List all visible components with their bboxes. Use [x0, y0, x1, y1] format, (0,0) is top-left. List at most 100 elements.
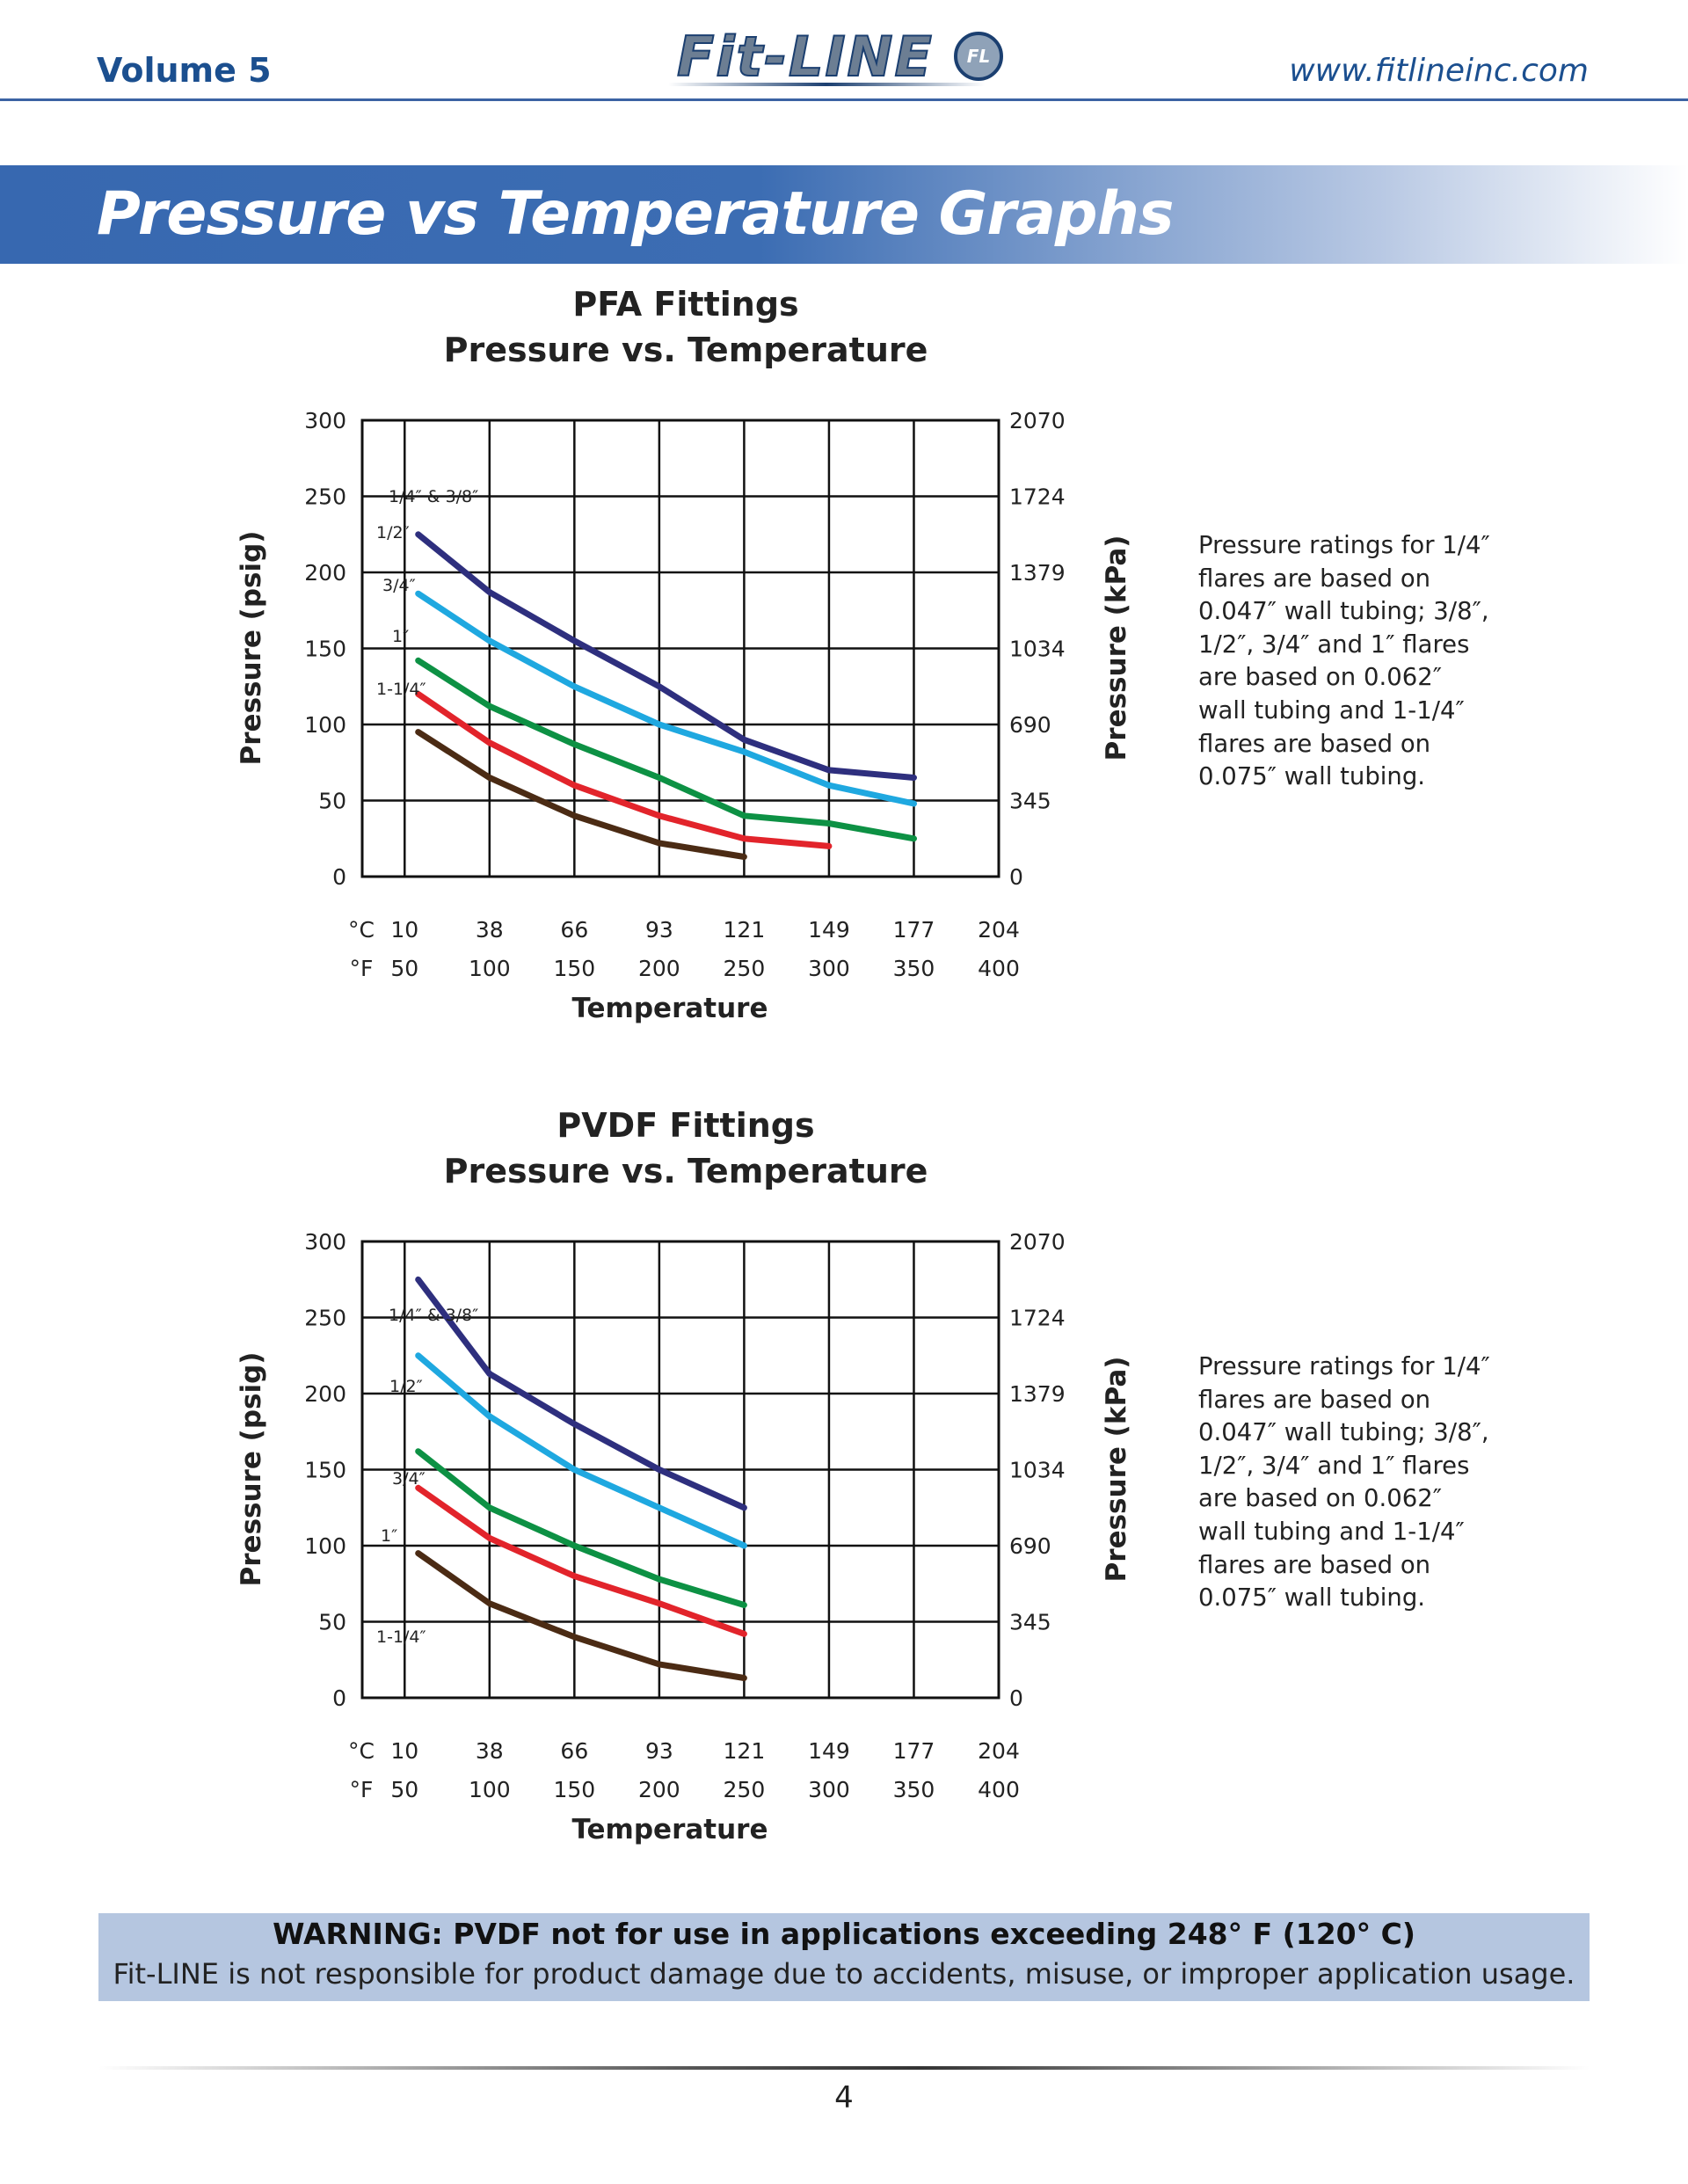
series-line — [415, 1448, 747, 1608]
y-tick-label: 200 — [304, 560, 346, 586]
y-tick-label: 300 — [304, 408, 346, 433]
series-label: 3/4″ — [382, 576, 416, 595]
logo-wordmark: Fit-LINE — [676, 24, 934, 90]
x-unit-f-label: °F — [350, 956, 374, 981]
x-tick-label-c: 66 — [560, 1738, 588, 1764]
pvdf-chart-block: PVDF Fittings Pressure vs. Temperature 0… — [0, 1085, 1688, 1859]
chart-title: PVDF Fittings Pressure vs. Temperature — [422, 1103, 950, 1194]
x-tick-label-f: 300 — [808, 1777, 850, 1802]
series-label: 1-1/4″ — [376, 680, 426, 699]
y2-axis-title: Pressure (kPa) — [1101, 1357, 1132, 1583]
header-rule — [0, 98, 1688, 101]
y2-tick-label: 1034 — [1009, 637, 1066, 662]
y2-tick-label: 1724 — [1009, 484, 1066, 510]
x-axis-title: Temperature — [572, 993, 768, 1024]
chart-title: PFA Fittings Pressure vs. Temperature — [422, 281, 950, 373]
x-tick-label-c: 204 — [978, 1738, 1020, 1764]
y-tick-label: 50 — [318, 1610, 346, 1635]
x-tick-label-f: 350 — [893, 956, 935, 981]
x-tick-label-c: 204 — [978, 917, 1020, 943]
x-tick-label-f: 200 — [638, 956, 680, 981]
y2-tick-label: 690 — [1009, 1533, 1051, 1559]
x-tick-label-c: 121 — [724, 1738, 766, 1764]
x-tick-label-f: 400 — [978, 956, 1020, 981]
pfa-pressure-chart: 0 50 100 150 200 250 300 0 345 690 1034 1379 1724 207… — [236, 408, 1132, 1024]
series-label: 1-1/4″ — [376, 1627, 426, 1647]
warning-title: WARNING: PVDF not for use in application… — [273, 1917, 1415, 1951]
y2-tick-label: 1379 — [1009, 1381, 1066, 1407]
x-tick-label-c: 38 — [476, 1738, 504, 1764]
series-line — [415, 590, 917, 807]
series-line — [415, 531, 917, 781]
y2-axis-title: Pressure (kPa) — [1101, 535, 1132, 761]
series-label: 3/4″ — [392, 1469, 426, 1489]
plot-frame — [360, 1240, 1000, 1700]
logo-swoosh — [668, 83, 985, 86]
series-label: 1/2″ — [376, 523, 410, 542]
warning-box: WARNING: PVDF not for use in application… — [98, 1913, 1590, 2001]
x-tick-label-c: 38 — [476, 917, 504, 943]
y-tick-label: 50 — [318, 789, 346, 814]
y-tick-label: 250 — [304, 484, 346, 510]
x-tick-label-c: 10 — [390, 917, 418, 943]
y-tick-label: 250 — [304, 1306, 346, 1331]
y2-tick-label: 345 — [1009, 1610, 1051, 1635]
y2-tick-label: 2070 — [1009, 408, 1066, 433]
x-tick-label-f: 100 — [469, 1777, 511, 1802]
series-label: 1/4″ & 3/8″ — [389, 1306, 478, 1325]
fitline-logo: Fit-LINE FL — [668, 24, 1020, 90]
page-number: 4 — [834, 2080, 854, 2115]
series-line — [415, 657, 917, 842]
chart-note: Pressure ratings for 1/4″ flares are bas… — [1198, 1352, 1490, 1613]
y-tick-label: 100 — [304, 1533, 346, 1559]
x-unit-c-label: °C — [348, 917, 375, 943]
y-tick-label: 150 — [304, 637, 346, 662]
x-tick-label-c: 10 — [390, 1738, 418, 1764]
y2-tick-label: 345 — [1009, 789, 1051, 814]
y-tick-label: 150 — [304, 1458, 346, 1483]
y2-tick-label: 1034 — [1009, 1458, 1066, 1483]
website-url[interactable]: www.fitlineinc.com — [1289, 53, 1589, 89]
section-banner: Pressure vs Temperature Graphs — [0, 165, 1688, 264]
chart-note: Pressure ratings for 1/4″ flares are bas… — [1198, 531, 1490, 791]
x-tick-label-f: 50 — [390, 956, 418, 981]
series-line — [415, 1484, 747, 1637]
y2-tick-label: 0 — [1009, 864, 1023, 890]
x-tick-label-f: 400 — [978, 1777, 1020, 1802]
chart-title-line1: PFA Fittings — [572, 285, 799, 324]
x-tick-label-f: 200 — [638, 1777, 680, 1802]
x-tick-label-f: 350 — [893, 1777, 935, 1802]
x-unit-f-label: °F — [350, 1777, 374, 1802]
logo-badge-icon: FL — [954, 32, 1003, 81]
series-line — [415, 1352, 747, 1549]
footer-rule — [98, 2066, 1590, 2070]
warning-text: Fit-LINE is not responsible for product … — [113, 1957, 1575, 1991]
y2-tick-label: 1379 — [1009, 560, 1066, 586]
series-line — [415, 1550, 747, 1681]
plot-frame — [360, 419, 1000, 878]
series-label: 1/4″ & 3/8″ — [389, 487, 478, 506]
series-line — [415, 1276, 747, 1511]
y-tick-label: 0 — [332, 864, 346, 890]
x-axis-title: Temperature — [572, 1814, 768, 1845]
x-tick-label-c: 121 — [724, 917, 766, 943]
y2-tick-label: 2070 — [1009, 1229, 1066, 1255]
pvdf-pressure-chart: 0 50 100 150 200 250 300 0 345 690 1034 1379 1724 207… — [236, 1229, 1132, 1845]
x-tick-label-c: 93 — [645, 1738, 673, 1764]
series-line — [415, 729, 747, 860]
section-title: Pressure vs Temperature Graphs — [97, 179, 1174, 249]
y-axis-title: Pressure (psig) — [236, 531, 267, 766]
page-header: Volume 5 Fit-LINE FL www.fitlineinc.com — [0, 0, 1688, 102]
x-tick-label-f: 300 — [808, 956, 850, 981]
series-label: 1″ — [381, 1526, 397, 1546]
y2-tick-label: 0 — [1009, 1685, 1023, 1711]
x-tick-label-c: 177 — [893, 917, 935, 943]
chart-title-line2: Pressure vs. Temperature — [443, 331, 928, 369]
x-tick-label-c: 177 — [893, 1738, 935, 1764]
y-tick-label: 200 — [304, 1381, 346, 1407]
series-label: 1/2″ — [389, 1377, 423, 1396]
y-axis-title: Pressure (psig) — [236, 1352, 267, 1587]
y2-tick-label: 1724 — [1009, 1306, 1066, 1331]
y-tick-label: 300 — [304, 1229, 346, 1255]
x-tick-label-f: 50 — [390, 1777, 418, 1802]
